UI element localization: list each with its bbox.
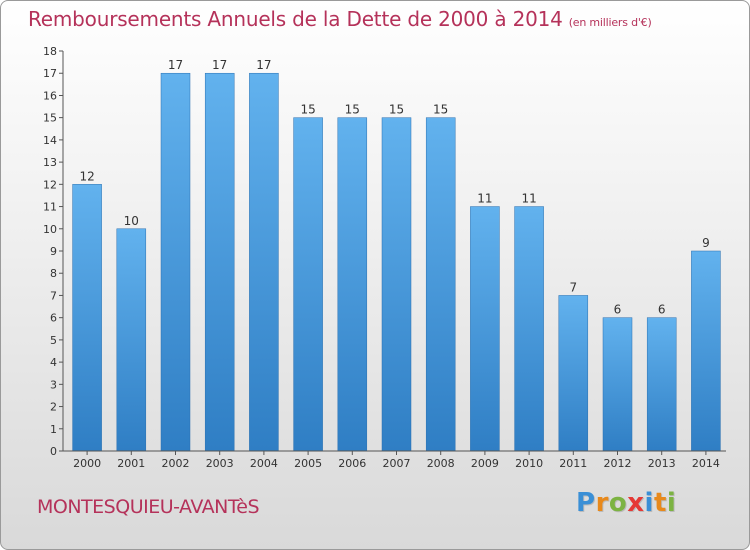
logo-letter: P <box>576 488 596 518</box>
logo-letter: t <box>653 488 667 518</box>
logo-letter: x <box>627 488 645 518</box>
bar-value-label: 15 <box>300 103 315 117</box>
x-tick-label: 2013 <box>648 457 676 470</box>
bar-value-label: 9 <box>702 236 710 250</box>
x-tick-label: 2003 <box>206 457 234 470</box>
proxiti-logo: Proxiti <box>576 488 676 518</box>
y-tick-label: 17 <box>43 67 57 80</box>
bar-2013 <box>646 317 677 452</box>
bar-2003 <box>204 72 235 452</box>
bar-2000 <box>72 184 102 452</box>
y-tick-label: 16 <box>43 89 57 102</box>
y-tick-label: 14 <box>43 134 57 147</box>
bar-value-label: 6 <box>658 303 666 317</box>
logo-letter: i <box>666 488 677 518</box>
y-tick-label: 13 <box>43 156 57 169</box>
bar-value-label: 15 <box>389 103 404 117</box>
y-tick-label: 5 <box>50 334 57 347</box>
y-tick-label: 11 <box>43 201 57 214</box>
bar-value-label: 7 <box>569 280 577 294</box>
bar-2004 <box>249 72 279 452</box>
x-tick-label: 2010 <box>515 457 543 470</box>
x-tick-label: 2011 <box>559 457 587 470</box>
y-tick-label: 15 <box>43 112 57 125</box>
logo-letter: i <box>644 488 654 518</box>
bars: 12 10 17 17 17 15 15 15 15 11 11 7 6 6 9 <box>72 58 721 452</box>
x-tick-label: 2006 <box>338 457 366 470</box>
y-tick-label: 8 <box>50 267 57 280</box>
logo-letter: r <box>595 488 609 518</box>
bar-2010 <box>514 206 544 452</box>
y-tick-label: 4 <box>50 356 57 369</box>
x-tick-label: 2008 <box>427 457 455 470</box>
bar-2005 <box>293 117 323 452</box>
y-tick-label: 6 <box>50 312 57 325</box>
y-tick-label: 9 <box>50 245 57 258</box>
x-tick-label: 2005 <box>294 457 322 470</box>
x-tick-label: 2000 <box>73 457 101 470</box>
y-tick-label: 10 <box>43 223 57 236</box>
x-tick-label: 2004 <box>250 457 278 470</box>
y-tick-label: 0 <box>50 445 57 458</box>
bar-2002 <box>160 72 191 452</box>
bar-2014 <box>691 250 721 452</box>
x-tick-label: 2007 <box>383 457 411 470</box>
bar-value-label: 10 <box>124 214 139 228</box>
bar-value-label: 12 <box>79 169 94 183</box>
x-tick-label: 2012 <box>604 457 632 470</box>
bar-value-label: 17 <box>212 58 227 72</box>
y-tick-label: 3 <box>50 378 57 391</box>
bar-value-label: 17 <box>168 58 183 72</box>
title-text: Remboursements Annuels de la Dette de 20… <box>28 7 563 31</box>
y-tick-label: 7 <box>50 289 57 302</box>
bar-2007 <box>381 117 412 452</box>
bar-2012 <box>602 317 633 452</box>
bar-value-label: 6 <box>614 303 622 317</box>
logo-letter: o <box>608 488 628 518</box>
bar-2006 <box>337 117 368 452</box>
bar-2009 <box>470 206 500 452</box>
bar-value-label: 17 <box>256 58 271 72</box>
bar-2001 <box>116 228 147 452</box>
chart-title: Remboursements Annuels de la Dette de 20… <box>28 7 652 31</box>
commune-name: MONTESQUIEU-AVANTèS <box>37 496 260 518</box>
bar-value-label: 15 <box>345 103 360 117</box>
bar-value-label: 11 <box>477 192 492 206</box>
chart-subtitle: (en milliers d'€) <box>568 16 652 29</box>
y-tick-label: 12 <box>43 178 57 191</box>
bar-value-label: 15 <box>433 103 448 117</box>
bar-2008 <box>425 117 456 452</box>
x-tick-label: 2002 <box>162 457 190 470</box>
y-tick-label: 1 <box>50 423 57 436</box>
bar-2011 <box>558 295 589 452</box>
x-tick-label: 2001 <box>117 457 145 470</box>
y-tick-label: 2 <box>50 401 57 414</box>
x-axis: 2000 2001 2002 2003 2004 2005 2006 2007 2008 2009… <box>63 450 726 470</box>
x-tick-label: 2009 <box>471 457 499 470</box>
x-tick-label: 2014 <box>692 457 720 470</box>
y-tick-label: 18 <box>43 45 57 58</box>
bar-value-label: 11 <box>521 192 536 206</box>
